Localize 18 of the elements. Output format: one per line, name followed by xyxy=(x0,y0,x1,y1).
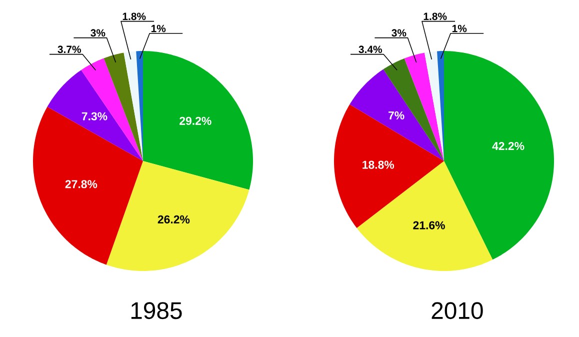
data-label: 1.8% xyxy=(424,12,447,20)
data-label: 1% xyxy=(151,24,166,32)
data-label: 21.6% xyxy=(413,221,445,230)
data-label: 3.4% xyxy=(358,46,382,54)
data-label: 27.8% xyxy=(65,180,98,188)
data-label: 42.2% xyxy=(492,142,524,150)
data-label: 1.8% xyxy=(122,12,146,20)
data-label: 7.3% xyxy=(82,112,108,120)
data-label: 7% xyxy=(388,111,404,120)
data-label: 26.2% xyxy=(158,215,190,224)
data-label: 29.2% xyxy=(180,116,212,125)
text: 2010 xyxy=(432,302,483,320)
text: 1985 xyxy=(131,302,182,320)
data-label: 3% xyxy=(90,29,106,37)
data-label: 1% xyxy=(452,24,467,32)
data-label: 18.8% xyxy=(362,160,394,169)
data-label: 3% xyxy=(392,29,406,37)
data-label: 3.7% xyxy=(58,46,82,54)
